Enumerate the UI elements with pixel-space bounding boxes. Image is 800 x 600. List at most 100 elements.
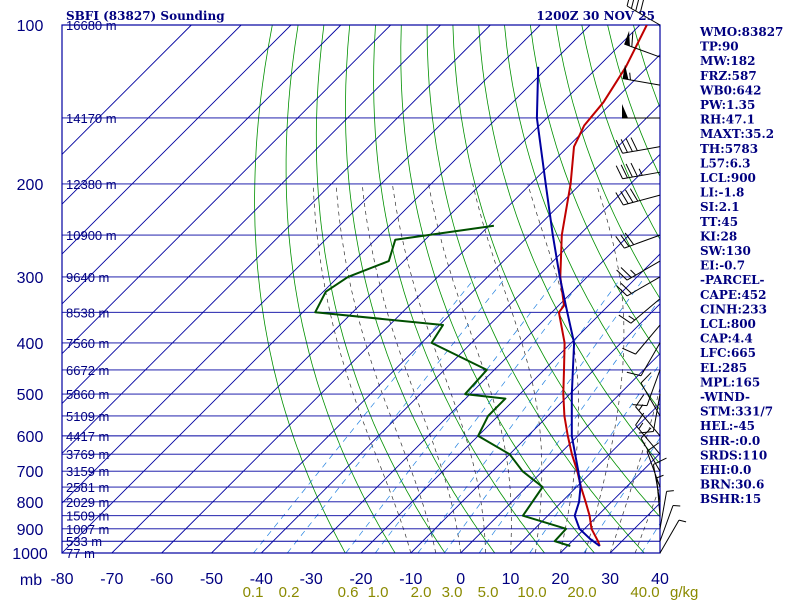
moist-adiabat bbox=[392, 183, 486, 553]
wind-barb bbox=[635, 394, 661, 437]
index-line: HEL:-45 bbox=[700, 419, 755, 433]
dry-adiabat bbox=[762, 25, 800, 553]
index-line: LCL:900 bbox=[700, 171, 756, 185]
wind-barb bbox=[640, 427, 661, 472]
index-line: SI:2.1 bbox=[700, 200, 740, 214]
height-label: 4417 m bbox=[66, 429, 109, 444]
index-line: MPL:165 bbox=[700, 375, 760, 389]
height-label: 1007 m bbox=[66, 522, 109, 537]
isotherm bbox=[310, 203, 660, 553]
wind-barb bbox=[659, 519, 687, 554]
wind-barb bbox=[622, 103, 660, 119]
temperature-tick-label: -10 bbox=[399, 571, 422, 588]
pressure-tick-label: 800 bbox=[17, 495, 44, 512]
wind-barb bbox=[626, 0, 661, 26]
temperature-tick-label: 0 bbox=[456, 571, 465, 588]
station-title: SBFI (83827) Sounding bbox=[66, 9, 225, 23]
profile-lines bbox=[314, 25, 648, 547]
height-label: 8538 m bbox=[66, 305, 109, 320]
mixing-ratio-unit: g/kg bbox=[670, 584, 698, 600]
mixing-ratio-line bbox=[375, 276, 585, 553]
height-label: 5860 m bbox=[66, 387, 109, 402]
index-line: STM:331/7 bbox=[700, 405, 773, 419]
dry-adiabat bbox=[581, 25, 660, 241]
mixing-ratio-line bbox=[253, 276, 477, 553]
background-grid bbox=[62, 25, 800, 553]
isotherm bbox=[62, 25, 391, 355]
height-label: 77 m bbox=[66, 546, 95, 561]
pressure-tick-label: 900 bbox=[17, 522, 44, 539]
wind-barb bbox=[615, 137, 661, 154]
mixing-ratio-label: 3.0 bbox=[442, 584, 463, 600]
moist-adiabat bbox=[312, 183, 412, 553]
wind-barb bbox=[616, 276, 661, 297]
temperature-tick-label: -80 bbox=[50, 571, 73, 588]
wind-barb bbox=[632, 369, 661, 407]
height-label: 16680 m bbox=[66, 18, 117, 33]
isotherm bbox=[211, 103, 660, 553]
isotherm bbox=[62, 25, 441, 405]
temperature-tick-label: -30 bbox=[300, 571, 323, 588]
isotherm bbox=[62, 25, 491, 454]
parcel-profile-line bbox=[535, 66, 601, 547]
index-line: TH:5783 bbox=[700, 142, 758, 156]
wind-barb bbox=[618, 298, 661, 324]
sounding-time: 1200Z 30 NOV 25 bbox=[536, 9, 655, 23]
pressure-tick-label: 400 bbox=[17, 336, 44, 353]
pressure-tick-label: 100 bbox=[17, 18, 44, 35]
isotherm bbox=[410, 303, 660, 553]
mixing-ratio-label: 2.0 bbox=[411, 584, 432, 600]
index-line: FRZ:587 bbox=[700, 69, 757, 83]
temperature-tick-label: 20 bbox=[551, 571, 569, 588]
index-line: LCL:800 bbox=[700, 317, 756, 331]
index-line: MW:182 bbox=[700, 54, 755, 68]
isotherm bbox=[62, 25, 591, 553]
wind-barb bbox=[616, 260, 661, 281]
temperature-tick-label: 10 bbox=[502, 571, 520, 588]
temperature-tick-label: -50 bbox=[200, 571, 223, 588]
mixing-ratio-line bbox=[287, 276, 507, 553]
pressure-tick-label: 1000 bbox=[12, 546, 48, 563]
isotherm bbox=[261, 153, 660, 553]
wind-barb bbox=[640, 372, 661, 417]
temperature-tick-label: -40 bbox=[250, 571, 273, 588]
index-line: LI:-1.8 bbox=[700, 186, 744, 200]
mixing-ratio-label: 20.0 bbox=[567, 584, 596, 600]
mixing-ratio-line bbox=[345, 276, 559, 553]
wind-barb-column bbox=[615, 0, 687, 554]
isotherm bbox=[111, 25, 641, 553]
index-line: EI:-0.7 bbox=[700, 259, 745, 273]
temperature-profile-line bbox=[557, 25, 648, 547]
mixing-ratio-line bbox=[583, 437, 660, 553]
isotherm bbox=[460, 353, 660, 553]
index-line: EL:285 bbox=[700, 361, 747, 375]
isotherm bbox=[62, 25, 541, 504]
isotherm bbox=[161, 54, 660, 553]
isotherm bbox=[62, 25, 292, 255]
axis-frame bbox=[61, 24, 661, 554]
moist-adiabat bbox=[527, 183, 579, 553]
wind-barb bbox=[615, 162, 661, 180]
stability-indices-panel: WMO:83827TP:90MW:182FRZ:587WB0:642PW:1.3… bbox=[699, 25, 783, 506]
mixing-ratio-label: 5.0 bbox=[478, 584, 499, 600]
index-line: CAP:4.4 bbox=[700, 332, 753, 346]
isotherm bbox=[62, 25, 192, 155]
pressure-tick-label: 700 bbox=[17, 464, 44, 481]
index-line: WMO:83827 bbox=[699, 25, 783, 39]
wind-barb bbox=[622, 324, 661, 355]
height-label: 14170 m bbox=[66, 111, 117, 126]
height-label: 533 m bbox=[66, 534, 102, 549]
mixing-ratio-label: 0.1 bbox=[243, 584, 264, 600]
pressure-tick-label: 200 bbox=[17, 177, 44, 194]
pressure-tick-label: 300 bbox=[17, 270, 44, 287]
index-line: SW:130 bbox=[700, 244, 751, 258]
index-line: TT:45 bbox=[700, 215, 738, 229]
height-label: 2581 m bbox=[66, 480, 109, 495]
dry-adiabat bbox=[345, 25, 496, 553]
mixing-ratio-label: 10.0 bbox=[517, 584, 546, 600]
pressure-tick-label: 500 bbox=[17, 387, 44, 404]
height-label: 10900 m bbox=[66, 228, 117, 243]
mixing-ratio-label: 1.0 bbox=[368, 584, 389, 600]
index-line: TP:90 bbox=[700, 40, 739, 54]
